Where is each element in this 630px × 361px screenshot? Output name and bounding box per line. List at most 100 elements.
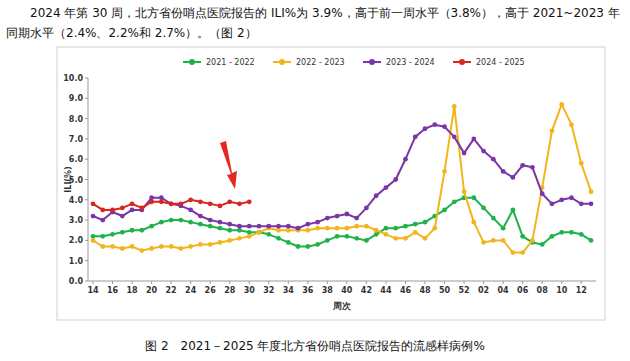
series-point	[491, 216, 496, 221]
series-point	[344, 226, 349, 231]
series-point	[550, 128, 555, 133]
y-tick-label: 2.0	[69, 236, 84, 245]
y-tick	[85, 179, 88, 180]
series-point	[178, 246, 183, 251]
series-point	[403, 157, 408, 162]
x-tick	[542, 281, 543, 284]
series-point	[589, 189, 594, 194]
series-point	[393, 236, 398, 241]
series-point	[208, 242, 213, 247]
y-tick	[85, 281, 88, 282]
series-point	[237, 224, 242, 229]
x-tick	[425, 281, 426, 284]
y-tick-label: 4.0	[69, 196, 84, 205]
series-point	[589, 238, 594, 243]
series-point	[540, 191, 545, 196]
y-tick-label: 9.0	[69, 94, 84, 103]
x-tick-label: 34	[283, 286, 295, 295]
series-line	[93, 125, 591, 229]
series-point	[384, 232, 389, 237]
series-point	[198, 214, 203, 219]
series-point	[149, 224, 154, 229]
series-point	[559, 102, 564, 107]
x-tick-label: 52	[458, 286, 469, 295]
series-point	[579, 232, 584, 237]
series-point	[520, 163, 525, 168]
series-point	[325, 226, 330, 231]
series-point	[100, 244, 105, 249]
series-point	[325, 238, 330, 243]
y-tick	[85, 199, 88, 200]
series-point	[139, 248, 144, 253]
series-point	[120, 230, 125, 235]
series-point	[100, 218, 105, 223]
series-point	[286, 240, 291, 245]
legend-label: 2022 - 2023	[296, 58, 345, 67]
x-tick	[444, 281, 445, 284]
x-tick	[307, 281, 308, 284]
x-tick-label: 18	[126, 286, 138, 295]
series-point	[130, 228, 135, 233]
x-tick-label: 48	[419, 286, 431, 295]
series-point	[403, 236, 408, 241]
y-tick	[85, 78, 88, 79]
series-point	[481, 149, 486, 154]
series-point	[227, 228, 232, 233]
series-point	[130, 244, 135, 249]
series-point	[569, 122, 574, 127]
series-point	[354, 216, 359, 221]
arrow	[220, 141, 237, 189]
series-point	[178, 218, 183, 223]
series-point	[462, 189, 467, 194]
y-tick-label: 0.0	[69, 277, 84, 286]
series-point	[393, 226, 398, 231]
series-point	[227, 222, 232, 227]
x-tick-label: 22	[166, 286, 177, 295]
series-point	[120, 206, 125, 211]
caption: 图 2 2021－2025 年度北方省份哨点医院报告的流感样病例%	[0, 338, 630, 355]
x-tick	[405, 281, 406, 284]
series-point	[208, 224, 213, 229]
x-tick-label: 40	[341, 286, 353, 295]
series-point	[452, 134, 457, 139]
series-point	[188, 220, 193, 225]
series-point	[325, 216, 330, 221]
series-point	[540, 242, 545, 247]
series-point	[276, 224, 281, 229]
x-tick-label: 16	[107, 286, 119, 295]
series-point	[315, 220, 320, 225]
series-point	[91, 214, 96, 219]
y-tick-label: 6.0	[69, 155, 84, 164]
x-tick-label: 42	[361, 286, 372, 295]
x-tick	[171, 281, 172, 284]
y-tick-label: 3.0	[69, 216, 84, 225]
series-point	[198, 242, 203, 247]
series-point	[188, 208, 193, 213]
series-point	[335, 226, 340, 231]
series-point	[218, 220, 223, 225]
y-tick	[85, 138, 88, 139]
x-tick-label: 20	[146, 286, 158, 295]
series-point	[218, 203, 223, 208]
x-tick	[522, 281, 523, 284]
series-point	[169, 218, 174, 223]
legend-label: 2024 - 2025	[476, 58, 525, 67]
y-tick	[85, 260, 88, 261]
x-tick	[581, 281, 582, 284]
x-tick-label: 04	[498, 286, 510, 295]
series-point	[510, 208, 515, 213]
x-tick-label: 44	[380, 286, 392, 295]
series-point	[481, 240, 486, 245]
series-point	[266, 232, 271, 237]
series-point	[91, 238, 96, 243]
legend-marker	[189, 59, 195, 65]
series-point	[227, 199, 232, 204]
series-point	[130, 201, 135, 206]
y-tick	[85, 98, 88, 99]
series-point	[344, 234, 349, 239]
series-point	[218, 240, 223, 245]
series-point	[120, 246, 125, 251]
x-tick	[346, 281, 347, 284]
legend-marker	[459, 59, 465, 65]
series-point	[169, 201, 174, 206]
